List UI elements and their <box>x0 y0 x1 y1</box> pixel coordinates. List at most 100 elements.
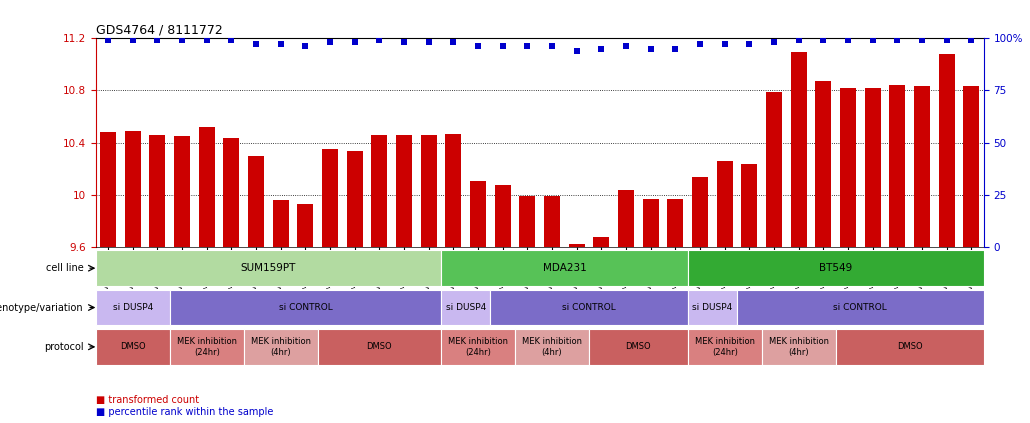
Text: MEK inhibition
(24hr): MEK inhibition (24hr) <box>448 337 508 357</box>
Text: DMSO: DMSO <box>119 342 145 352</box>
Point <box>938 37 955 44</box>
Point <box>396 39 412 46</box>
Text: MEK inhibition
(24hr): MEK inhibition (24hr) <box>694 337 755 357</box>
Bar <box>96 329 170 365</box>
Bar <box>445 134 461 247</box>
Bar <box>569 244 585 247</box>
Point <box>790 37 806 44</box>
Point <box>569 47 585 54</box>
Text: ■ percentile rank within the sample: ■ percentile rank within the sample <box>96 407 273 418</box>
Point <box>519 43 536 50</box>
Bar <box>791 52 806 247</box>
Text: si DUSP4: si DUSP4 <box>446 303 486 312</box>
Point <box>273 41 289 48</box>
Text: ■ transformed count: ■ transformed count <box>96 395 199 405</box>
Text: cell line: cell line <box>45 263 83 273</box>
Text: MEK inhibition
(4hr): MEK inhibition (4hr) <box>768 337 829 357</box>
Bar <box>816 81 831 247</box>
Point <box>494 43 511 50</box>
Text: MDA231: MDA231 <box>543 263 586 273</box>
Point <box>765 39 782 46</box>
Bar <box>174 136 191 247</box>
Point <box>100 37 116 44</box>
Bar <box>372 135 387 247</box>
Bar <box>199 127 215 247</box>
Bar <box>317 329 441 365</box>
Bar <box>688 329 761 365</box>
Point <box>321 39 338 46</box>
Bar <box>761 329 835 365</box>
Bar <box>397 135 412 247</box>
Bar <box>544 196 560 247</box>
Point <box>889 37 905 44</box>
Text: protocol: protocol <box>44 342 83 352</box>
Text: DMSO: DMSO <box>625 342 651 352</box>
Point <box>914 37 930 44</box>
Point <box>839 37 856 44</box>
Bar <box>441 329 515 365</box>
Text: si CONTROL: si CONTROL <box>562 303 616 312</box>
Point <box>125 37 141 44</box>
Bar <box>490 290 688 325</box>
Bar <box>766 92 782 247</box>
Point <box>470 43 486 50</box>
Point <box>445 39 461 46</box>
Point <box>618 43 634 50</box>
Text: si CONTROL: si CONTROL <box>278 303 333 312</box>
Bar <box>938 54 955 247</box>
Bar <box>170 329 244 365</box>
Point <box>864 37 881 44</box>
Text: MEK inhibition
(4hr): MEK inhibition (4hr) <box>250 337 311 357</box>
Text: si CONTROL: si CONTROL <box>833 303 887 312</box>
Bar <box>692 177 708 247</box>
Text: MEK inhibition
(4hr): MEK inhibition (4hr) <box>522 337 582 357</box>
Bar <box>667 199 683 247</box>
Point <box>643 45 659 52</box>
Point <box>149 37 166 44</box>
Text: si DUSP4: si DUSP4 <box>112 303 152 312</box>
Point <box>593 45 610 52</box>
Bar <box>519 196 536 247</box>
Bar <box>470 181 486 247</box>
Bar <box>441 250 688 286</box>
Text: DMSO: DMSO <box>897 342 923 352</box>
Point <box>224 37 240 44</box>
Text: GDS4764 / 8111772: GDS4764 / 8111772 <box>96 24 222 37</box>
Bar <box>589 329 688 365</box>
Bar <box>835 329 984 365</box>
Bar <box>494 185 511 247</box>
Bar <box>515 329 589 365</box>
Bar <box>170 290 441 325</box>
Bar <box>96 290 170 325</box>
Bar <box>100 132 116 247</box>
Bar <box>96 250 441 286</box>
Point <box>742 41 758 48</box>
Bar <box>618 190 634 247</box>
Bar <box>963 86 980 247</box>
Bar <box>742 164 757 247</box>
Text: BT549: BT549 <box>819 263 852 273</box>
Bar <box>149 135 166 247</box>
Bar <box>224 137 239 247</box>
Bar <box>889 85 905 247</box>
Bar <box>298 204 313 247</box>
Point <box>420 39 437 46</box>
Bar <box>914 86 930 247</box>
Bar <box>593 237 610 247</box>
Point <box>371 37 387 44</box>
Bar <box>737 290 984 325</box>
Point <box>174 37 191 44</box>
Point <box>544 43 560 50</box>
Bar <box>322 149 338 247</box>
Point <box>692 41 709 48</box>
Point <box>199 37 215 44</box>
Text: MEK inhibition
(24hr): MEK inhibition (24hr) <box>177 337 237 357</box>
Bar <box>248 156 264 247</box>
Point <box>717 41 733 48</box>
Bar <box>441 290 490 325</box>
Bar <box>125 131 141 247</box>
Point <box>248 41 265 48</box>
Point <box>298 43 314 50</box>
Point <box>963 37 980 44</box>
Bar <box>688 290 737 325</box>
